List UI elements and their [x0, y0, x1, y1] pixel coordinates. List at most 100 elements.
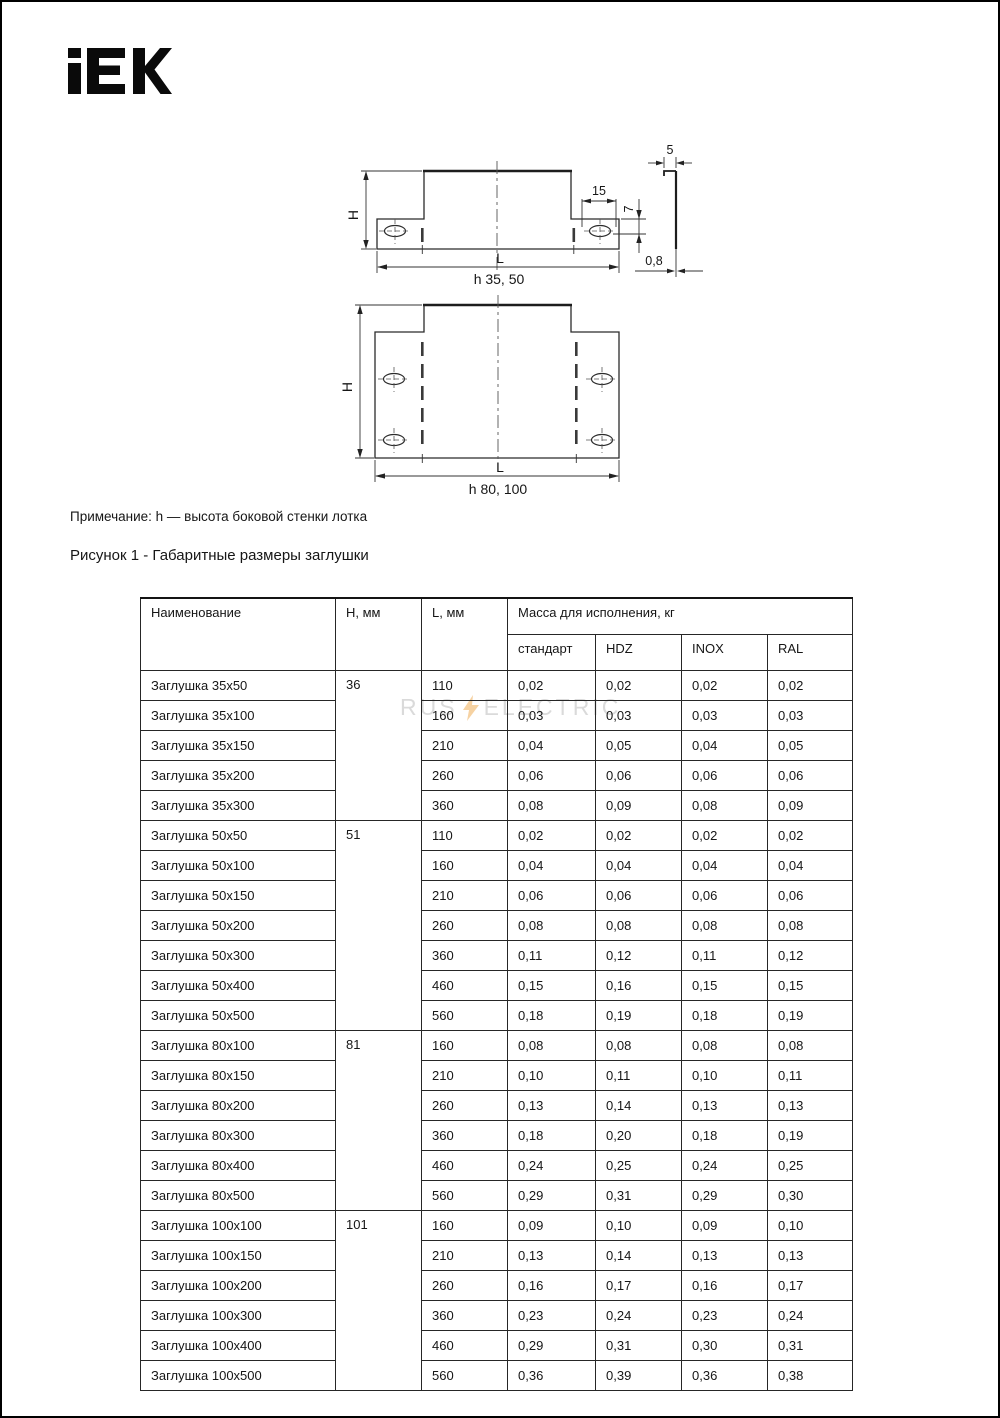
mass-standard-cell: 0,09 [507, 1210, 596, 1241]
mass-inox-cell: 0,09 [681, 1210, 768, 1241]
mass-standard-cell: 0,36 [507, 1360, 596, 1391]
variant-label-35-50: h 35, 50 [474, 271, 525, 287]
mass-ral-cell: 0,12 [767, 940, 853, 971]
product-name-cell: Заглушка 50x400 [140, 970, 336, 1001]
length-cell: 210 [421, 1060, 508, 1091]
mass-hdz-cell: 0,24 [595, 1300, 682, 1331]
mass-ral-cell: 0,25 [767, 1150, 853, 1181]
length-cell: 460 [421, 1330, 508, 1361]
column-header-h: H, мм [335, 597, 422, 671]
mass-hdz-cell: 0,06 [595, 880, 682, 911]
vent-slot-column-right [575, 342, 578, 444]
mass-inox-cell: 0,23 [681, 1300, 768, 1331]
length-cell: 560 [421, 1360, 508, 1391]
product-name-cell: Заглушка 100x500 [140, 1360, 336, 1391]
product-name-cell: Заглушка 50x200 [140, 910, 336, 941]
length-cell: 360 [421, 1300, 508, 1331]
length-cell: 360 [421, 790, 508, 821]
column-header-inox: INOX [681, 634, 768, 671]
product-name-cell: Заглушка 100x200 [140, 1270, 336, 1301]
product-name-cell: Заглушка 100x150 [140, 1240, 336, 1271]
height-cell: 36 [335, 670, 422, 821]
table-row: Заглушка 35x50 36 110 0,02 0,02 0,02 0,02 [140, 670, 853, 821]
table-row: Заглушка 50x200 260 0,08 0,08 0,08 0,08 [140, 910, 853, 941]
mass-ral-cell: 0,19 [767, 1000, 853, 1031]
length-cell: 160 [421, 700, 508, 731]
mass-ral-cell: 0,03 [767, 700, 853, 731]
mass-standard-cell: 0,06 [507, 760, 596, 791]
mass-inox-cell: 0,08 [681, 910, 768, 941]
mass-standard-cell: 0,10 [507, 1060, 596, 1091]
product-name-cell: Заглушка 50x50 [140, 820, 336, 851]
dim-08-label: 0,8 [645, 254, 662, 268]
length-cell: 210 [421, 880, 508, 911]
table-body: Заглушка 35x50 36 110 0,02 0,02 0,02 0,02 Заглу… [140, 670, 853, 1391]
mass-hdz-cell: 0,39 [595, 1360, 682, 1391]
table-row: Заглушка 50x150 210 0,06 0,06 0,06 0,06 [140, 880, 853, 911]
table-row: Заглушка 80x100 81 160 0,08 0,08 0,08 0,08 [140, 1030, 853, 1211]
table-row: Заглушка 100x150 210 0,13 0,14 0,13 0,13 [140, 1240, 853, 1271]
dimensions-table: Наименование H, мм L, мм Масса для испол… [140, 597, 853, 1391]
mass-standard-cell: 0,15 [507, 970, 596, 1001]
mass-standard-cell: 0,08 [507, 910, 596, 941]
mass-ral-cell: 0,24 [767, 1300, 853, 1331]
product-name-cell: Заглушка 80x300 [140, 1120, 336, 1151]
mass-ral-cell: 0,15 [767, 970, 853, 1001]
column-header-standard: стандарт [507, 634, 596, 671]
mass-standard-cell: 0,29 [507, 1180, 596, 1211]
mass-standard-cell: 0,13 [507, 1090, 596, 1121]
product-name-cell: Заглушка 50x100 [140, 850, 336, 881]
product-name-cell: Заглушка 35x150 [140, 730, 336, 761]
mass-standard-cell: 0,08 [507, 1030, 596, 1061]
variant-label-80-100: h 80, 100 [469, 481, 528, 497]
mass-standard-cell: 0,24 [507, 1150, 596, 1181]
mass-standard-cell: 0,02 [507, 670, 596, 701]
product-name-cell: Заглушка 100x300 [140, 1300, 336, 1331]
product-name-cell: Заглушка 80x150 [140, 1060, 336, 1091]
column-header-ral: RAL [767, 634, 853, 671]
mass-inox-cell: 0,04 [681, 730, 768, 761]
mass-inox-cell: 0,36 [681, 1360, 768, 1391]
length-cell: 260 [421, 910, 508, 941]
table-row: Заглушка 35x300 360 0,08 0,09 0,08 0,09 [140, 790, 853, 821]
dim-7-label: 7 [622, 205, 636, 212]
mass-hdz-cell: 0,31 [595, 1180, 682, 1211]
mass-hdz-cell: 0,14 [595, 1090, 682, 1121]
mass-standard-cell: 0,23 [507, 1300, 596, 1331]
mass-ral-cell: 0,17 [767, 1270, 853, 1301]
mass-ral-cell: 0,08 [767, 910, 853, 941]
mass-ral-cell: 0,10 [767, 1210, 853, 1241]
mass-inox-cell: 0,13 [681, 1090, 768, 1121]
product-name-cell: Заглушка 80x500 [140, 1180, 336, 1211]
mass-inox-cell: 0,08 [681, 790, 768, 821]
table-row: Заглушка 100x100 101 160 0,09 0,10 0,09 0,10 [140, 1210, 853, 1391]
mass-hdz-cell: 0,02 [595, 670, 682, 701]
mass-inox-cell: 0,08 [681, 1030, 768, 1061]
length-cell: 560 [421, 1180, 508, 1211]
dim-l-label: L [496, 459, 504, 475]
length-cell: 260 [421, 1090, 508, 1121]
column-header-hdz: HDZ [595, 634, 682, 671]
table-row: Заглушка 100x400 460 0,29 0,31 0,30 0,31 [140, 1330, 853, 1361]
mass-hdz-cell: 0,19 [595, 1000, 682, 1031]
mass-ral-cell: 0,31 [767, 1330, 853, 1361]
product-name-cell: Заглушка 50x150 [140, 880, 336, 911]
height-cell: 51 [335, 820, 422, 1031]
mass-standard-cell: 0,08 [507, 790, 596, 821]
mass-hdz-cell: 0,17 [595, 1270, 682, 1301]
length-cell: 260 [421, 760, 508, 791]
column-header-l: L, мм [421, 597, 508, 671]
mass-standard-cell: 0,04 [507, 850, 596, 881]
table-row: Заглушка 50x50 51 110 0,02 0,02 0,02 0,02 [140, 820, 853, 1031]
mass-hdz-cell: 0,16 [595, 970, 682, 1001]
length-cell: 110 [421, 820, 508, 851]
mass-ral-cell: 0,02 [767, 820, 853, 851]
mass-standard-cell: 0,18 [507, 1120, 596, 1151]
table-row: Заглушка 80x400 460 0,24 0,25 0,24 0,25 [140, 1150, 853, 1181]
table-row: Заглушка 100x300 360 0,23 0,24 0,23 0,24 [140, 1300, 853, 1331]
height-cell: 101 [335, 1210, 422, 1391]
mass-hdz-cell: 0,12 [595, 940, 682, 971]
mass-ral-cell: 0,19 [767, 1120, 853, 1151]
mass-ral-cell: 0,06 [767, 760, 853, 791]
